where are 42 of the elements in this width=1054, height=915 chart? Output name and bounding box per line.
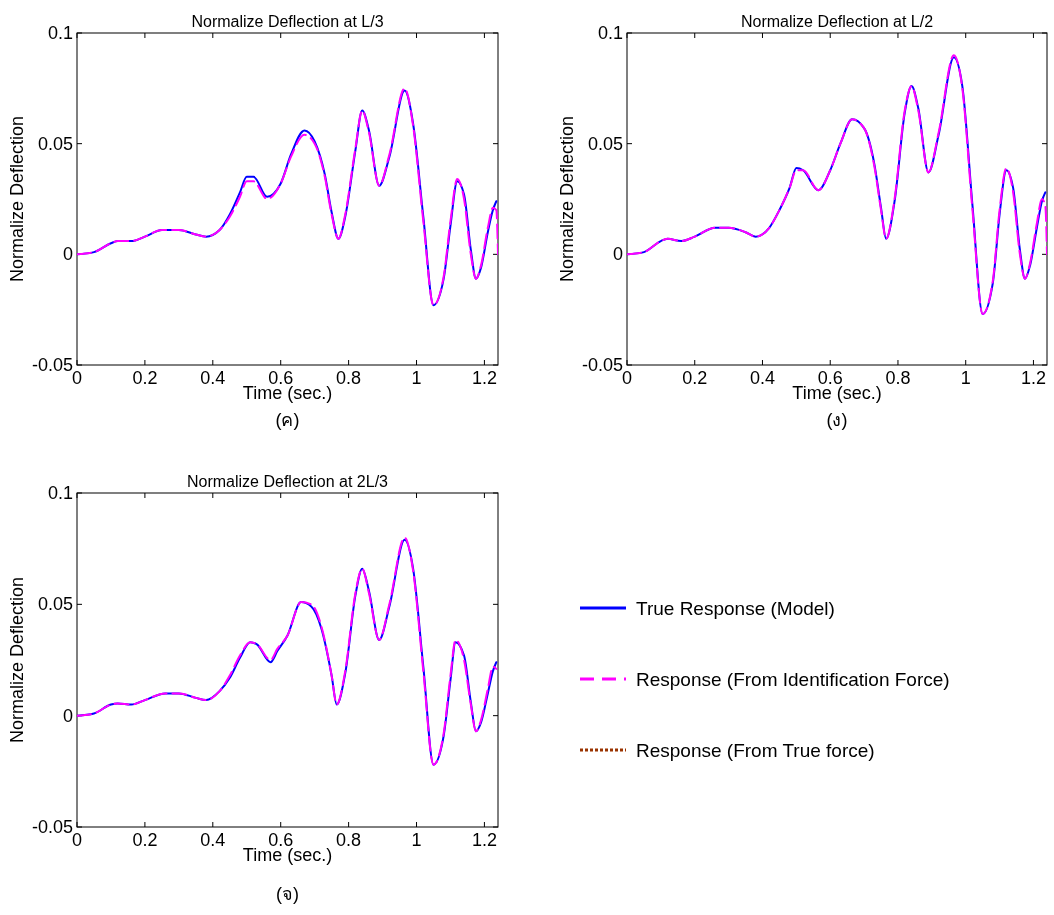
x-tick-label: 0.4 <box>749 368 775 388</box>
x-tick-label: 1 <box>960 368 971 388</box>
x-tick-label: 1.2 <box>1020 368 1046 388</box>
y-tick-label: 0.1 <box>47 483 73 503</box>
x-tick-label: 0.2 <box>132 368 158 388</box>
y-tick-label: -0.05 <box>581 355 623 375</box>
x-axis-title: Time (sec.) <box>242 845 333 865</box>
x-tick-label: 1 <box>411 368 422 388</box>
x-axis-title: Time (sec.) <box>792 383 882 403</box>
x-axis-title: Time (sec.) <box>242 383 333 403</box>
x-tick-label: 0.8 <box>336 368 362 388</box>
chart-title: Normalize Deflection at L/2 <box>740 13 934 30</box>
x-tick-label: 0.4 <box>200 830 226 850</box>
y-axis-title: Normalize Deflection <box>7 115 27 283</box>
y-tick-label: 0.1 <box>597 23 623 43</box>
x-tick-label: 0.2 <box>132 830 158 850</box>
y-tick-label: -0.05 <box>31 817 73 837</box>
chart-title: Normalize Deflection at L/3 <box>191 13 384 30</box>
x-tick-label: 0.2 <box>682 368 708 388</box>
y-axis-title: Normalize Deflection <box>557 115 577 283</box>
y-tick-label: 0.1 <box>47 23 73 43</box>
x-tick-label: 1 <box>411 830 422 850</box>
y-tick-label: 0 <box>62 244 73 265</box>
y-tick-label: 0.05 <box>37 133 73 154</box>
y-tick-label: 0 <box>612 244 623 265</box>
text: (ค) <box>275 410 300 430</box>
x-tick-label: 0.8 <box>336 830 362 850</box>
y-tick-label: 0 <box>62 705 73 726</box>
y-tick-label: 0.05 <box>587 133 623 154</box>
legend-label: Response (From Identification Force) <box>636 669 950 690</box>
y-tick-label: -0.05 <box>31 355 73 375</box>
x-tick-label: 1.2 <box>471 368 497 388</box>
y-axis-title: Normalize Deflection <box>7 576 27 744</box>
text: (ง) <box>826 410 848 430</box>
legend-label: True Response (Model) <box>636 598 835 619</box>
chart-title: Normalize Deflection at 2L/3 <box>187 473 389 490</box>
x-tick-label: 0.4 <box>200 368 226 388</box>
y-tick-label: 0.05 <box>37 594 73 615</box>
legend-label: Response (From True force) <box>636 740 875 761</box>
text: (จ) <box>276 884 299 904</box>
x-tick-label: 1.2 <box>471 830 497 850</box>
x-tick-label: 0.8 <box>885 368 911 388</box>
